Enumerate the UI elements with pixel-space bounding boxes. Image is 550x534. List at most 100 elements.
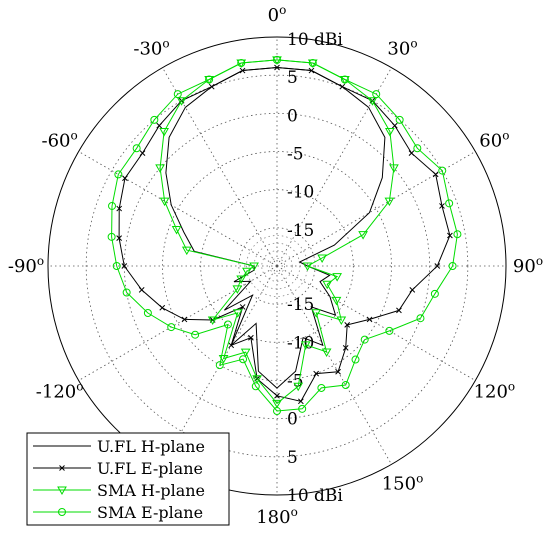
point-marker-triangle: [159, 128, 170, 137]
point-marker-circle: [223, 320, 232, 329]
point-marker-triangle: [57, 486, 67, 496]
legend-label: U.FL E-plane: [97, 459, 203, 478]
ring-label-upper: -10: [287, 183, 314, 203]
point-marker-circle: [237, 59, 246, 68]
angle-label: 0o: [268, 3, 287, 26]
point-marker-x: [248, 334, 254, 341]
ring-label-upper: -15: [287, 221, 314, 241]
grid-ring-minor: [268, 257, 286, 275]
ring-label-lower: -5: [287, 372, 304, 392]
point-marker-circle: [173, 90, 182, 99]
point-marker-circle: [107, 232, 116, 241]
point-marker-triangle: [232, 309, 243, 318]
point-marker-triangle: [171, 225, 182, 235]
point-marker-triangle: [181, 246, 192, 256]
point-marker-triangle: [317, 254, 327, 264]
point-marker-triangle: [249, 262, 259, 272]
point-marker-x: [116, 235, 122, 242]
ring-label-lower: -15: [287, 295, 314, 315]
point-marker-circle: [205, 75, 214, 84]
grid-ring: [162, 151, 392, 381]
point-marker-circle: [416, 314, 425, 323]
point-marker-x: [434, 263, 441, 269]
point-marker-x: [339, 83, 346, 90]
ring-label-upper: 0: [287, 106, 298, 126]
point-marker-triangle: [384, 197, 395, 207]
series-line: [111, 59, 458, 412]
point-marker-triangle: [302, 262, 313, 272]
ring-label-lower: 10 dBi: [287, 486, 343, 506]
legend-label: U.FL H-plane: [97, 437, 205, 456]
point-marker-triangle: [311, 309, 322, 318]
point-marker-x: [298, 398, 304, 405]
point-marker-circle: [308, 59, 317, 68]
ring-labels: 10 dBi -15 5 -10 0 -5 -5 0 -10 5 -15 10 dBi: [287, 30, 343, 506]
point-marker-circle: [122, 288, 131, 297]
point-marker-x: [396, 307, 402, 314]
series-line: [118, 66, 451, 402]
point-marker-triangle: [331, 296, 342, 306]
point-marker-x: [313, 370, 320, 377]
point-marker-x: [122, 175, 128, 182]
point-marker-circle: [215, 361, 224, 370]
point-marker-triangle: [389, 164, 399, 173]
point-marker-x: [335, 368, 341, 375]
grid-spoke: [78, 265, 278, 381]
angle-label: 30o: [387, 37, 417, 60]
point-marker-circle: [448, 262, 457, 270]
point-marker-triangle: [384, 128, 395, 137]
angle-label: 180o: [256, 505, 298, 528]
point-marker-triangle: [321, 348, 332, 357]
grid-ring-minor: [261, 250, 293, 282]
point-marker-circle: [298, 404, 307, 413]
point-marker-circle: [340, 75, 349, 84]
point-marker-circle: [58, 508, 66, 516]
point-marker-triangle: [367, 97, 378, 106]
series-group: [116, 64, 453, 405]
point-marker-triangle: [218, 355, 229, 364]
point-marker-triangle: [242, 267, 252, 277]
point-marker-x: [239, 304, 246, 310]
point-marker-triangle: [236, 275, 246, 285]
grid-ring: [85, 74, 469, 458]
ring-label-lower: 5: [287, 448, 298, 468]
point-marker-circle: [239, 355, 248, 364]
point-marker-x: [139, 150, 146, 157]
point-marker-triangle: [207, 316, 218, 325]
point-marker-x: [208, 83, 215, 90]
point-marker-circle: [191, 330, 200, 339]
angle-label: -120o: [36, 380, 84, 403]
point-marker-triangle: [176, 97, 187, 106]
ring-label-lower: 0: [287, 410, 298, 430]
point-marker-circle: [114, 170, 123, 179]
ring-label-upper: -5: [287, 145, 304, 165]
point-marker-triangle: [358, 231, 368, 240]
point-marker-x: [159, 304, 166, 311]
series-group: [165, 66, 386, 389]
point-marker-circle: [395, 115, 404, 124]
point-marker-x: [239, 67, 246, 74]
point-marker-x: [366, 316, 373, 323]
point-marker-x: [156, 122, 163, 129]
point-marker-circle: [453, 230, 462, 239]
point-marker-x: [59, 465, 65, 471]
legend-label: SMA H-plane: [97, 481, 205, 500]
point-marker-x: [228, 342, 235, 349]
point-marker-circle: [372, 90, 381, 99]
point-marker-triangle: [293, 382, 304, 392]
angle-label: 120o: [474, 380, 516, 403]
angle-label: -90o: [8, 254, 44, 277]
angle-label: -60o: [42, 129, 78, 152]
point-marker-triangle: [322, 280, 333, 290]
point-marker-x: [342, 345, 349, 351]
point-marker-x: [138, 287, 145, 293]
polar-grid: [47, 36, 507, 496]
grid-spoke: [78, 151, 278, 267]
outer-circle: [47, 36, 507, 496]
point-marker-x: [432, 171, 439, 178]
legend: U.FL H-plane U.FL E-plane SMA H-plane SMA E…: [26, 432, 230, 526]
point-marker-circle: [108, 201, 117, 210]
point-marker-circle: [273, 407, 281, 416]
point-marker-x: [409, 287, 416, 293]
series-group: [107, 55, 462, 416]
